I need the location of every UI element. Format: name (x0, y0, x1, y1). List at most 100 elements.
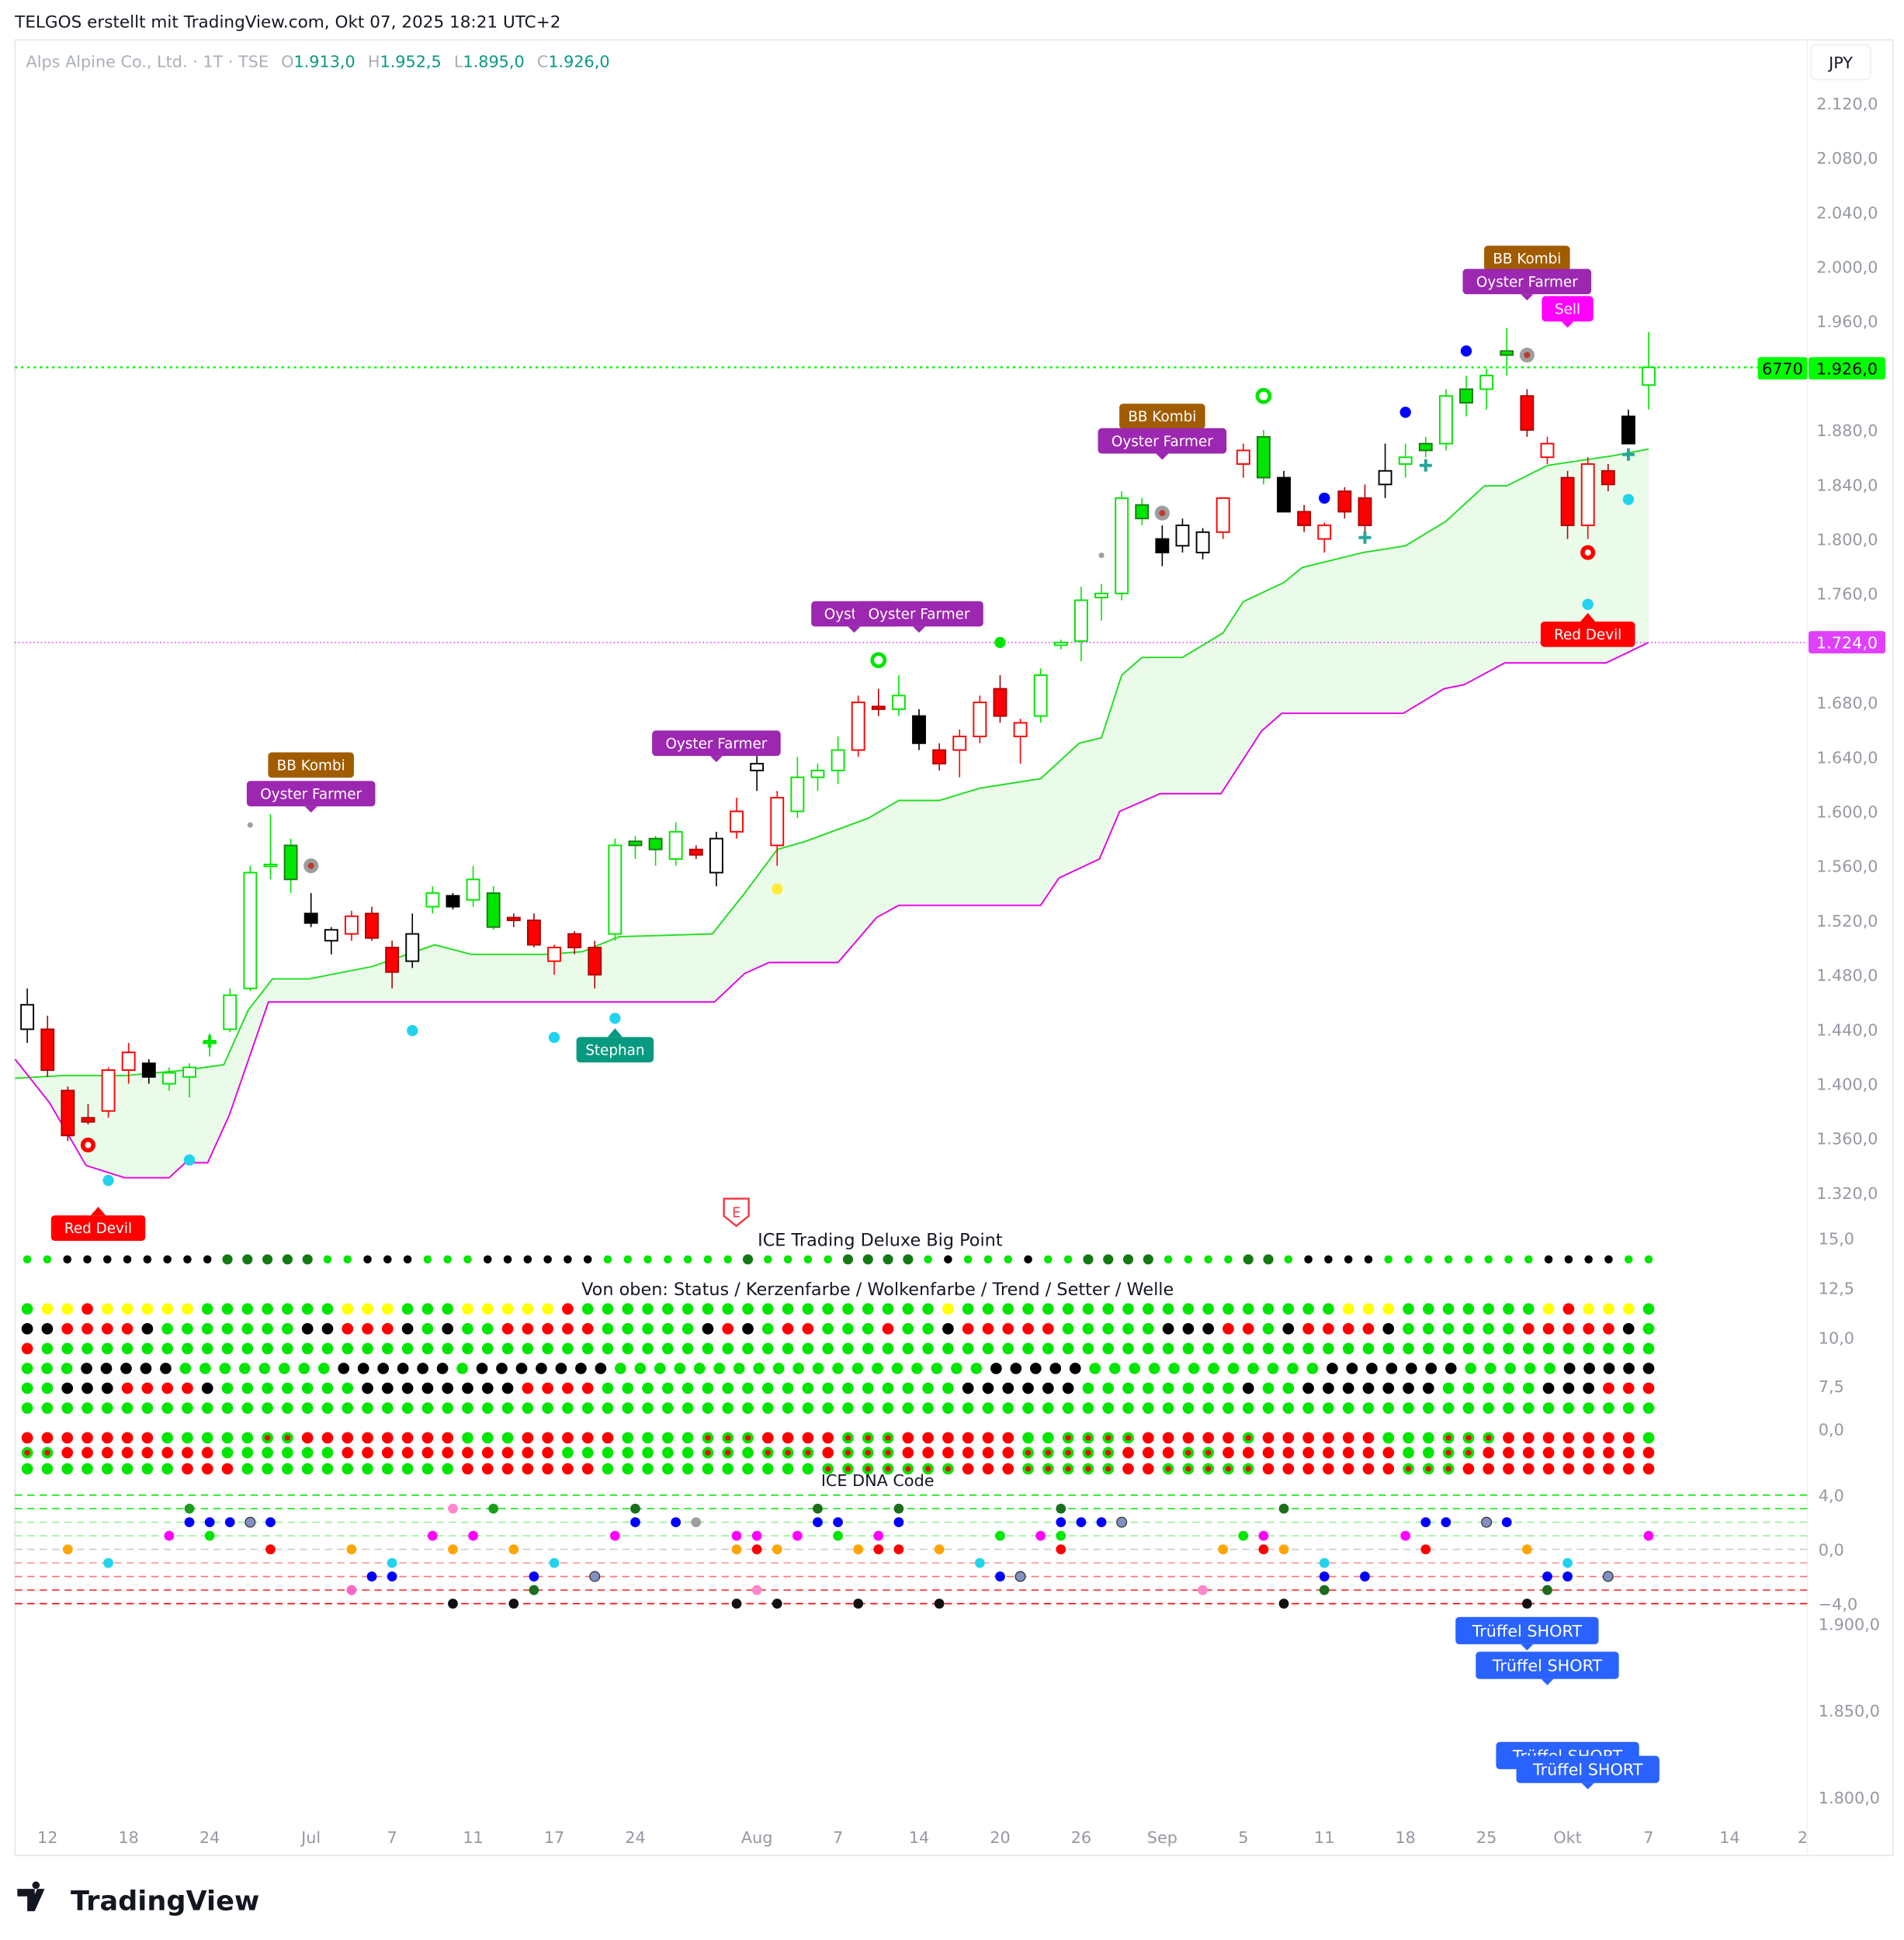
big-point-dot (783, 1255, 792, 1264)
matrix-dot (21, 1402, 33, 1414)
momentum-dot (182, 1463, 193, 1475)
matrix-dot (41, 1402, 54, 1414)
matrix-dot (436, 1363, 449, 1374)
matrix-dot (942, 1402, 954, 1414)
matrix-dot (381, 1322, 394, 1335)
matrix-dot (1323, 1382, 1334, 1394)
matrix-dot (496, 1363, 508, 1374)
momentum-dot (1122, 1446, 1134, 1459)
cloud-upper-line (15, 448, 1649, 1079)
matrix-dot (862, 1303, 874, 1315)
momentum-dot (982, 1432, 994, 1444)
matrix-dot (1082, 1303, 1094, 1315)
matrix-dot (1483, 1342, 1495, 1355)
matrix-dot (1022, 1382, 1034, 1394)
matrix-dot (693, 1363, 706, 1374)
momentum-dot (421, 1432, 434, 1444)
earnings-icon[interactable]: E (723, 1197, 750, 1228)
candle-body (141, 1062, 156, 1078)
candle-body (1398, 456, 1413, 465)
dna-dot (265, 1544, 276, 1554)
matrix-dot (1622, 1402, 1635, 1414)
momentum-dot (782, 1432, 794, 1444)
matrix-dot (842, 1402, 854, 1414)
matrix-dot (381, 1303, 394, 1315)
matrix-dot (1542, 1342, 1555, 1355)
momentum-dot-center (1445, 1450, 1451, 1456)
matrix-dot (1202, 1322, 1215, 1335)
matrix-dot (1323, 1322, 1334, 1335)
momentum-dot (161, 1463, 174, 1475)
candle-body (1277, 476, 1291, 513)
matrix-dot (772, 1363, 785, 1374)
matrix-dot (462, 1303, 473, 1315)
tradingview-logo: TradingView (17, 1881, 259, 1917)
momentum-dot (822, 1446, 834, 1459)
currency-button[interactable]: JPY (1810, 44, 1871, 81)
signal-label: Sell (1542, 296, 1594, 328)
candle (1155, 525, 1170, 566)
matrix-dot (1442, 1342, 1455, 1355)
matrix-dot (41, 1303, 54, 1315)
matrix-dot (201, 1402, 213, 1414)
matrix-dot (21, 1382, 33, 1394)
time-tick-label: Sep (1147, 1828, 1177, 1847)
candle (61, 1086, 75, 1141)
dna-dot (488, 1503, 499, 1514)
matrix-dot (421, 1342, 434, 1355)
signal-dot (1460, 345, 1472, 357)
candle-body (1297, 511, 1312, 526)
matrix-dot (120, 1363, 132, 1374)
momentum-dot (622, 1463, 634, 1475)
matrix-dot (622, 1402, 634, 1414)
matrix-dot (1422, 1382, 1434, 1394)
dna-dot (1278, 1544, 1289, 1554)
price-axis[interactable]: 2.120,0 2.080,0 2.040,0 2.000,0 1.960,0 1.880… (1816, 95, 1878, 1203)
candle-body (385, 947, 400, 973)
price-tick-label: 1.320,0 (1816, 1184, 1878, 1203)
matrix-dot (1062, 1303, 1074, 1315)
matrix-dot (782, 1322, 794, 1335)
momentum-dot (1542, 1463, 1555, 1475)
big-point-dot (143, 1255, 152, 1264)
momentum-dot-center (1105, 1450, 1112, 1456)
matrix-dot (82, 1402, 93, 1414)
matrix-dot (1642, 1303, 1655, 1315)
matrix-dot (317, 1363, 330, 1374)
matrix-dot (1583, 1322, 1594, 1335)
momentum-dot (1223, 1432, 1234, 1444)
momentum-dot (1622, 1446, 1635, 1459)
indicator-panels: 15,0 12,5 10,0 7,5 0,0 4,0 0,0 −4,01.900,0 1.850… (15, 1230, 1880, 1807)
momentum-dot (101, 1463, 113, 1475)
matrix-dot (662, 1303, 674, 1315)
matrix-dot (462, 1322, 473, 1335)
dna-dot (1521, 1599, 1532, 1609)
momentum-dot-center (284, 1435, 291, 1441)
momentum-dot (321, 1446, 334, 1459)
candle (1115, 491, 1129, 601)
matrix-dot (1442, 1322, 1455, 1335)
momentum-dot (161, 1446, 174, 1459)
last-price-badges: 6770 1.926,0 1.724,0 (1757, 357, 1886, 653)
indicator-tick-label: 15,0 (1819, 1230, 1854, 1249)
matrix-dot (1425, 1363, 1438, 1374)
momentum-dot-center (885, 1466, 891, 1472)
signal-ring-center (85, 1141, 92, 1148)
matrix-dot (338, 1363, 350, 1374)
matrix-dot (1262, 1382, 1275, 1394)
matrix-dot (201, 1382, 213, 1394)
matrix-dot (421, 1303, 434, 1315)
dna-dot (873, 1544, 884, 1554)
momentum-dot (121, 1446, 134, 1459)
time-tick-label: 14 (1719, 1828, 1739, 1847)
matrix-dot (101, 1382, 113, 1394)
signal-label-text: Oyster Farmer (1476, 274, 1578, 290)
candle (952, 729, 967, 778)
momentum-dot (481, 1446, 494, 1459)
momentum-dot (1603, 1463, 1614, 1475)
price-tick-label: 1.800,0 (1816, 531, 1878, 549)
time-axis[interactable]: 12 18 24 Jul 7 11 17 24 Aug 7 14 20 26 Sep 5 11 18 25 Okt 7… (37, 1828, 1808, 1847)
dna-dot (1116, 1516, 1128, 1528)
signal-label: Oyster Farmer (855, 601, 983, 633)
big-point-dot (323, 1255, 332, 1264)
